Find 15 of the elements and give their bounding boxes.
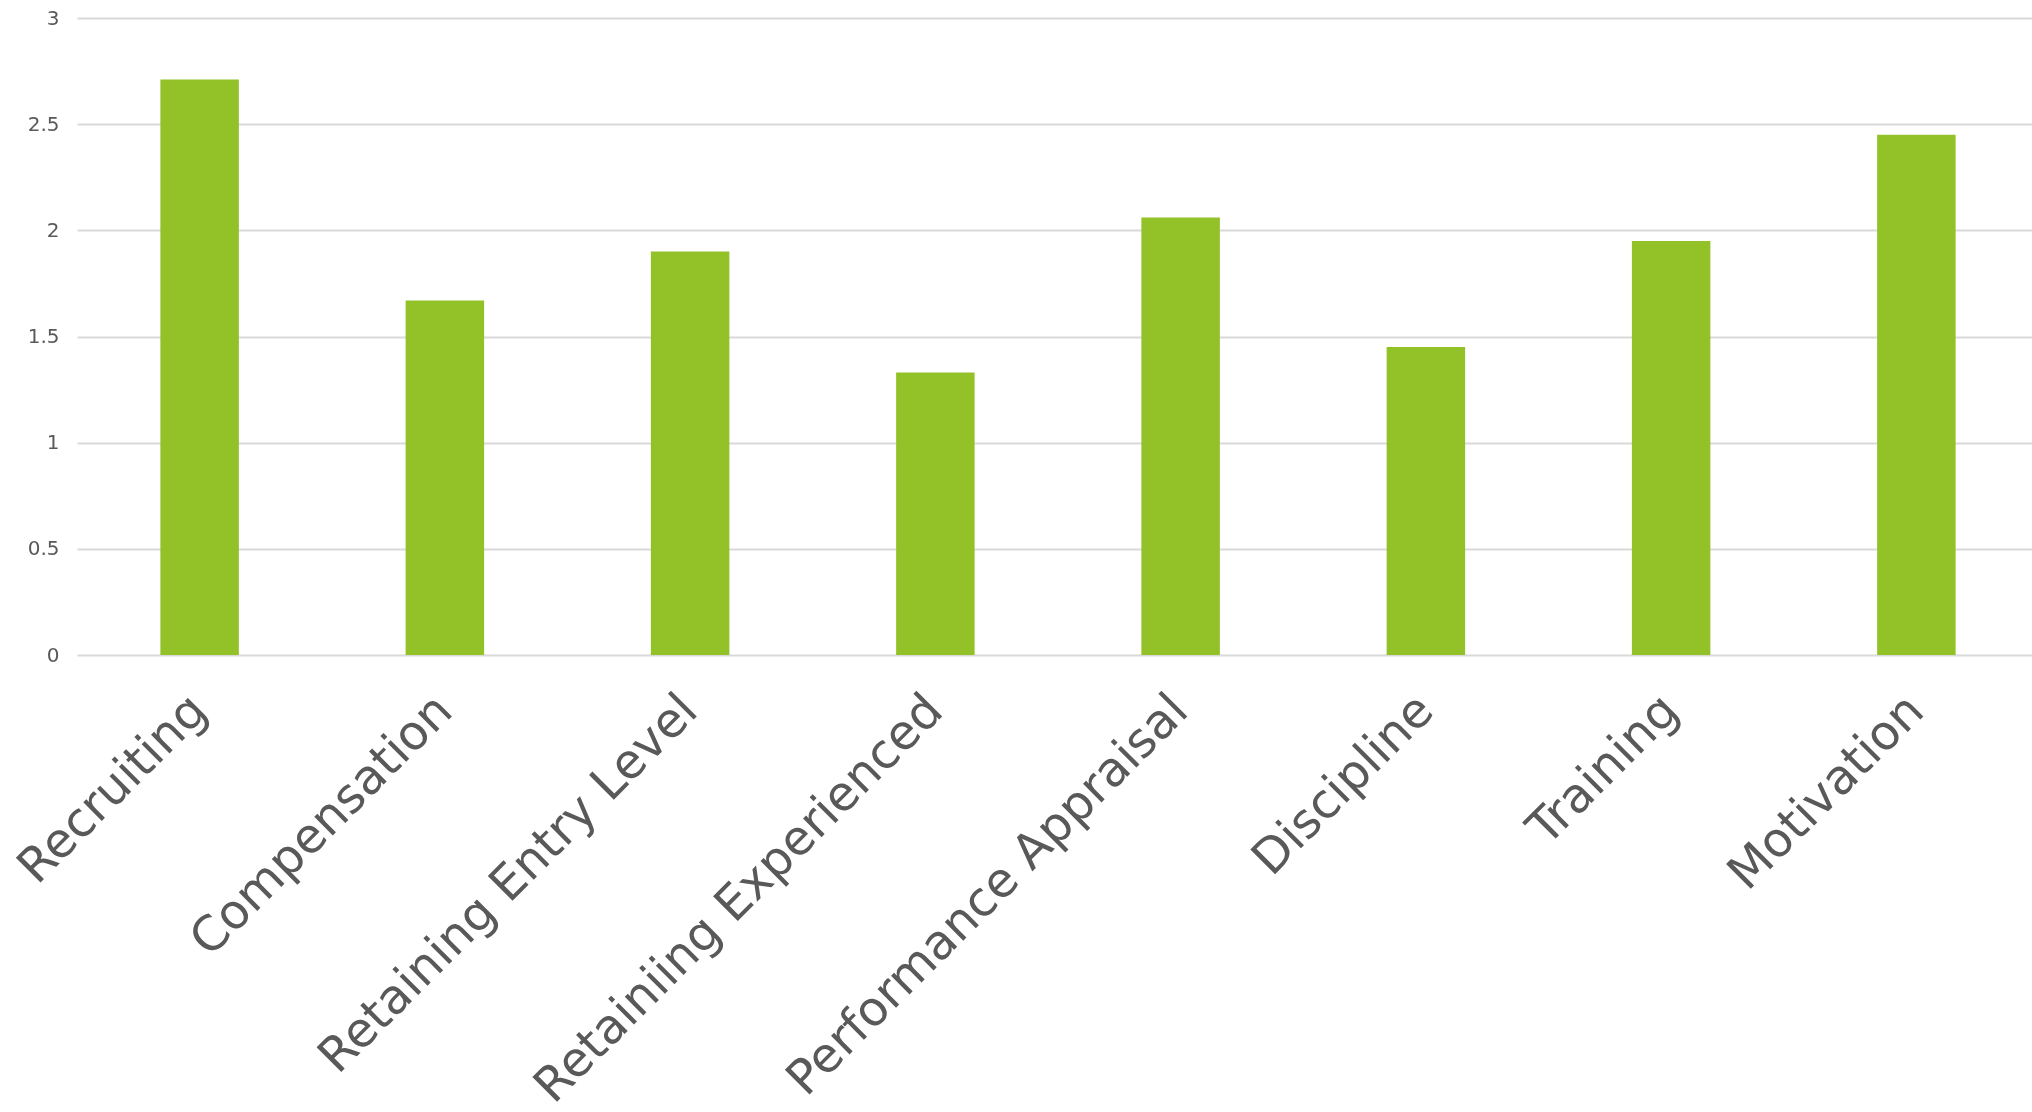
y-tick-label: 2 (46, 217, 60, 242)
y-tick-label: 1 (46, 430, 60, 455)
y-tick-label: 1.5 (27, 324, 60, 348)
y-tick-label: 3 (46, 5, 60, 30)
bar (1877, 134, 1956, 655)
bar (1386, 347, 1466, 655)
bar (650, 251, 730, 655)
bar (1141, 217, 1220, 655)
y-tick-label: 2.5 (27, 111, 60, 136)
y-tick-label: 0.5 (27, 536, 60, 561)
bar (896, 372, 975, 655)
y-tick-label: 0 (46, 642, 60, 667)
bar (1631, 240, 1711, 655)
bar (160, 79, 239, 655)
bar (405, 300, 485, 655)
